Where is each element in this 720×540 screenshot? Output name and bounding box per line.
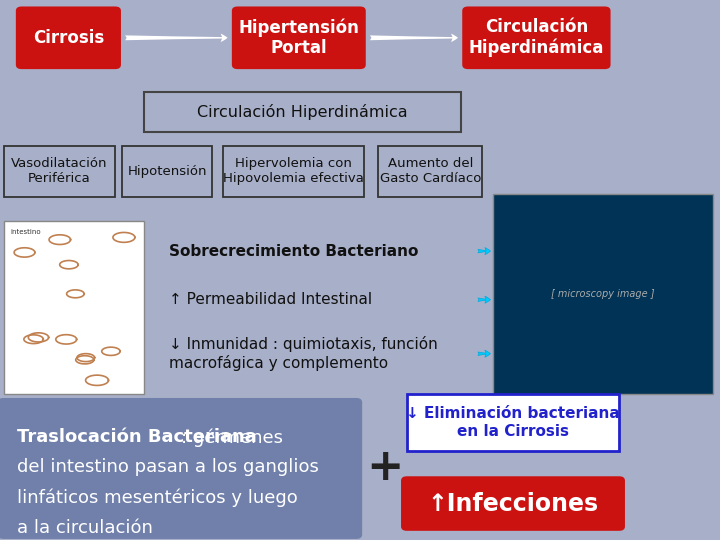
Text: [ microscopy image ]: [ microscopy image ] xyxy=(552,289,654,299)
Text: Hipertensión
Portal: Hipertensión Portal xyxy=(238,18,359,57)
Text: ↑ Permeabilidad Intestinal: ↑ Permeabilidad Intestinal xyxy=(169,292,372,307)
Text: Sobrecrecimiento Bacteriano: Sobrecrecimiento Bacteriano xyxy=(169,244,418,259)
Text: Cirrosis: Cirrosis xyxy=(33,29,104,47)
Text: +: + xyxy=(366,446,404,489)
FancyBboxPatch shape xyxy=(16,6,121,69)
FancyBboxPatch shape xyxy=(4,221,144,394)
Text: ↓ Inmunidad : quimiotaxis, función
macrofágica y complemento: ↓ Inmunidad : quimiotaxis, función macro… xyxy=(169,336,438,371)
Text: a la circulación: a la circulación xyxy=(17,519,153,537)
Text: Vasodilatación
Periférica: Vasodilatación Periférica xyxy=(11,158,108,185)
Text: Aumento del
Gasto Cardíaco: Aumento del Gasto Cardíaco xyxy=(379,158,481,185)
Text: Circulación
Hiperdinámica: Circulación Hiperdinámica xyxy=(469,18,604,57)
Text: del intestino pasan a los ganglios: del intestino pasan a los ganglios xyxy=(17,458,318,476)
FancyBboxPatch shape xyxy=(462,6,611,69)
FancyBboxPatch shape xyxy=(407,394,619,451)
FancyBboxPatch shape xyxy=(232,6,366,69)
FancyBboxPatch shape xyxy=(493,194,713,394)
Text: ↓ Eliminación bacteriana
en la Cirrosis: ↓ Eliminación bacteriana en la Cirrosis xyxy=(406,406,620,438)
Text: linfáticos mesentéricos y luego: linfáticos mesentéricos y luego xyxy=(17,489,297,507)
Text: Traslocación Bacteriana: Traslocación Bacteriana xyxy=(17,428,256,446)
FancyBboxPatch shape xyxy=(401,476,625,531)
Text: Hipotensión: Hipotensión xyxy=(127,165,207,178)
FancyBboxPatch shape xyxy=(0,398,362,539)
Text: : gérmenes: : gérmenes xyxy=(181,428,283,447)
Text: ↑Infecciones: ↑Infecciones xyxy=(428,491,598,516)
Text: Circulación Hiperdinámica: Circulación Hiperdinámica xyxy=(197,104,408,120)
Text: intestino: intestino xyxy=(11,230,42,235)
Text: Hipervolemia con
Hipovolemia efectiva: Hipervolemia con Hipovolemia efectiva xyxy=(223,158,364,185)
